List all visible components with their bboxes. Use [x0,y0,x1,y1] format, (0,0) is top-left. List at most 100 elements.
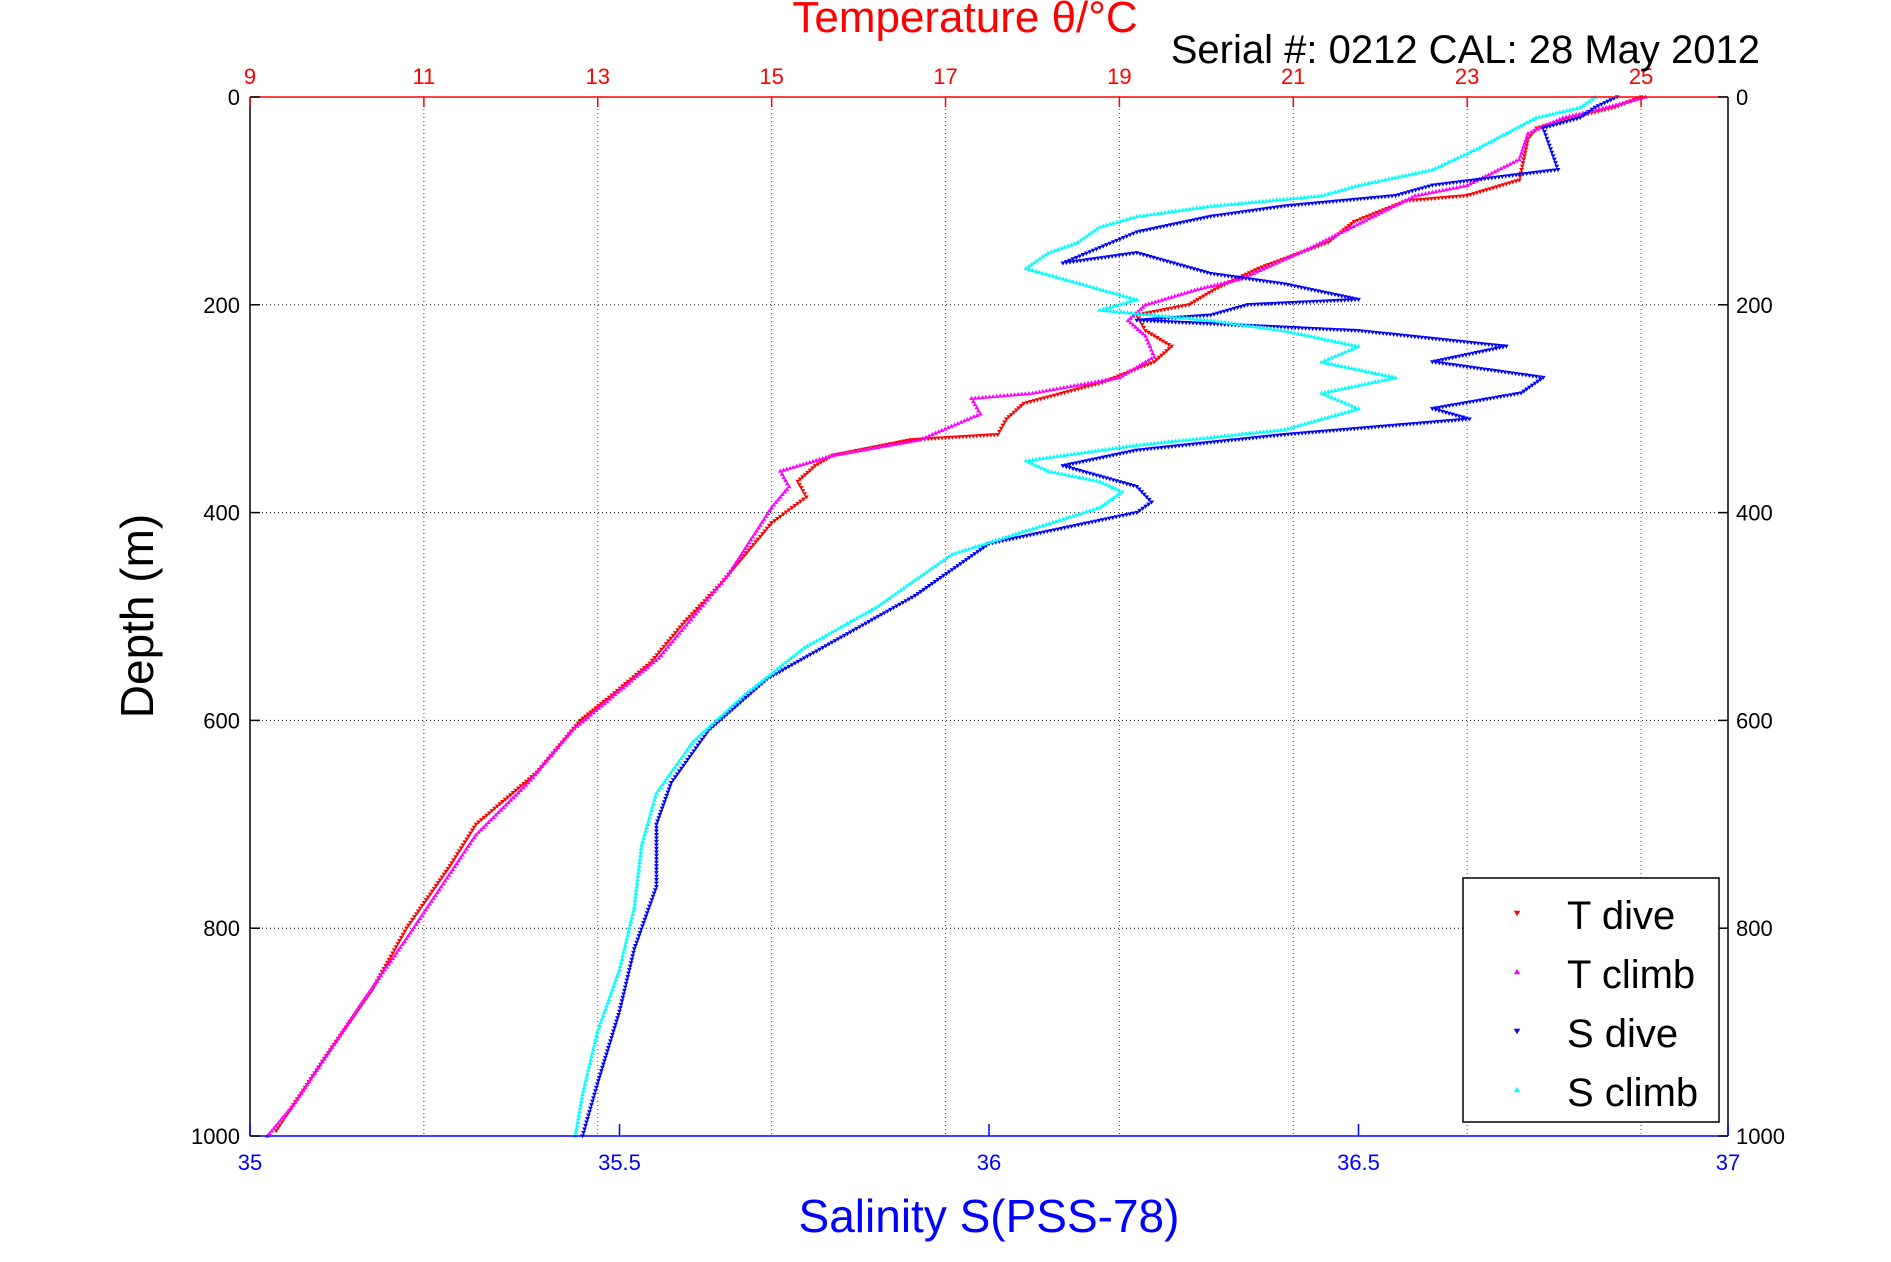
data-point [764,675,770,680]
data-point [1151,334,1157,339]
data-point [654,871,659,876]
data-point [1142,311,1148,316]
data-point [493,812,499,817]
data-point [1190,314,1196,319]
series-t-climb [264,94,1648,1138]
data-point [510,790,516,796]
data-point [1127,233,1133,238]
data-point [411,924,417,929]
data-point [1215,282,1221,287]
data-point [1399,173,1405,178]
data-point [1130,313,1136,318]
data-point [562,736,568,741]
data-point [515,790,521,795]
data-point [1113,486,1119,491]
data-point [607,1042,612,1047]
data-point [1270,197,1276,202]
data-point [1436,164,1442,169]
data-point [1419,169,1425,174]
data-point [620,953,626,958]
data-point [1325,414,1331,419]
data-point [744,551,750,556]
data-point [1468,178,1474,183]
data-point [1436,182,1442,187]
data-point [943,555,949,560]
data-point [1356,406,1361,411]
data-point [1061,452,1067,457]
data-point [945,425,951,430]
data-point [1159,353,1165,358]
data-point [785,658,791,663]
data-point [1526,373,1532,378]
data-point [682,750,688,755]
data-point [826,642,832,647]
data-point [1264,325,1270,330]
data-point [1201,321,1207,326]
data-point [729,703,735,708]
data-point [1127,299,1133,304]
data-point [1320,239,1326,244]
data-point [1496,175,1502,180]
data-point [1083,234,1089,239]
data-point [840,451,846,456]
data-point [1337,428,1343,433]
data-point [1117,445,1122,450]
data-point [1089,520,1095,525]
data-point [1379,372,1385,377]
data-point [1320,327,1326,332]
data-point [670,639,675,644]
data-point [1334,199,1339,204]
data-point [599,1016,605,1021]
data-point [1613,102,1619,107]
data-point [1137,508,1143,513]
data-point [1384,207,1390,212]
data-point [780,492,785,497]
data-point [1516,156,1522,162]
legend-label: T dive [1567,894,1675,938]
data-point [946,435,952,440]
data-point [1329,394,1335,400]
data-point [1521,121,1527,126]
data-point [801,656,807,661]
data-point [630,911,636,917]
data-point [282,1112,288,1117]
data-point [1124,294,1130,299]
data-point [1468,149,1473,154]
data-point [801,645,807,650]
data-point [1063,277,1069,282]
data-point [445,867,451,872]
data-point [1292,203,1298,208]
data-point [1603,104,1609,110]
data-point [1066,472,1072,477]
data-point [903,599,909,604]
data-point [1114,291,1120,296]
data-point [1380,331,1386,336]
data-point [1443,187,1449,192]
data-point [679,627,685,633]
data-point [1061,385,1067,390]
data-point [1520,372,1525,378]
data-point [814,649,819,654]
data-point [1155,440,1161,445]
data-point [1114,302,1120,307]
data-point [1065,452,1070,457]
data-point [1593,107,1599,112]
data-point [1161,351,1167,356]
data-point [446,872,452,877]
data-point [1303,326,1309,331]
data-point [1180,437,1185,442]
data-point [762,529,768,534]
data-point [1306,430,1312,436]
data-point [970,434,976,439]
data-point [1060,276,1066,281]
data-point [960,435,966,440]
data-point [1023,266,1029,271]
data-point [684,747,690,752]
data-point [1124,444,1129,449]
data-point [339,1030,345,1035]
data-point [1459,417,1465,423]
data-point [1346,341,1351,346]
data-point [668,770,674,775]
data-point [444,875,450,880]
data-point [1407,422,1413,427]
